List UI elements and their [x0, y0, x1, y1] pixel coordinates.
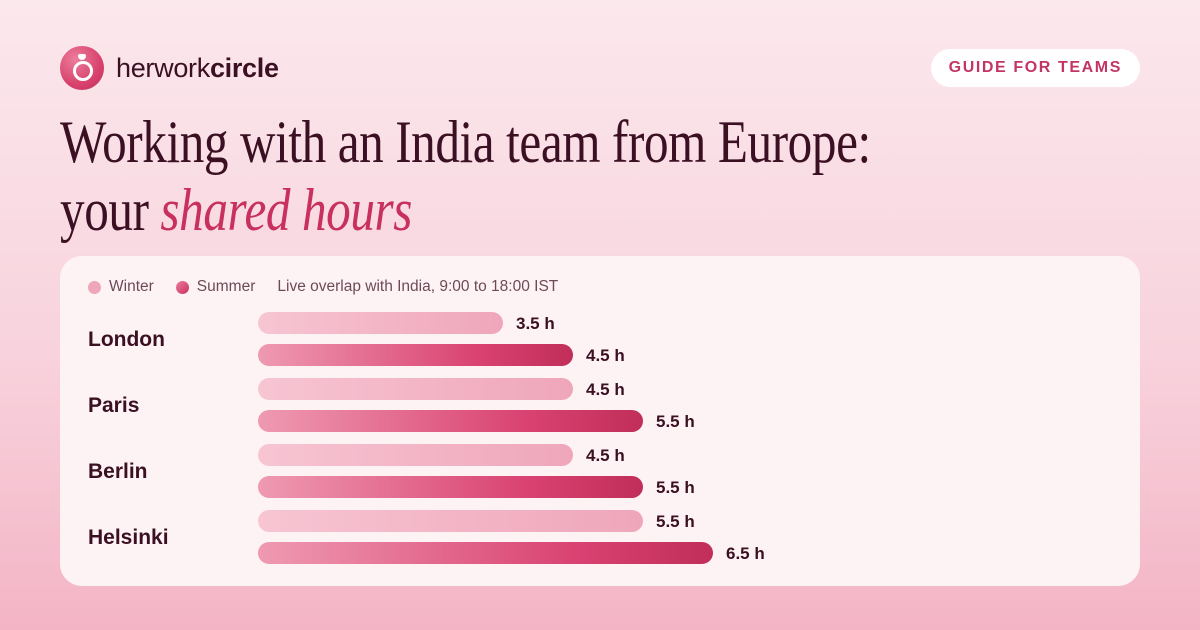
value-label-winter-helsinki: 5.5 h: [656, 512, 695, 531]
value-label-winter-london: 3.5 h: [516, 314, 555, 333]
bar-winter-helsinki: [258, 510, 643, 532]
brand: herworkcircle: [60, 46, 279, 90]
chart-legend: Winter Summer Live overlap with India, 9…: [88, 278, 580, 296]
value-label-summer-paris: 5.5 h: [656, 412, 695, 431]
value-label-summer-berlin: 5.5 h: [656, 478, 695, 497]
brand-name-bold: circle: [209, 52, 279, 83]
page-title: Working with an India team from Europe: …: [60, 108, 871, 244]
title-emphasis: shared hours: [160, 177, 413, 243]
logo-icon: [60, 46, 104, 90]
city-label-berlin: Berlin: [88, 460, 148, 483]
bar-summer-paris: [258, 410, 643, 432]
legend-item-winter: Winter: [88, 278, 154, 296]
city-label-paris: Paris: [88, 394, 139, 417]
legend-label-summer: Summer: [196, 278, 256, 295]
value-label-winter-paris: 4.5 h: [586, 380, 625, 399]
guide-badge: GUIDE FOR TEAMS: [930, 49, 1140, 87]
city-label-london: London: [88, 328, 165, 351]
bar-summer-london: [258, 344, 573, 366]
legend-item-summer: Summer: [175, 278, 256, 296]
bar-summer-berlin: [258, 476, 643, 498]
bar-winter-berlin: [258, 444, 573, 466]
value-label-summer-helsinki: 6.5 h: [726, 544, 765, 563]
legend-label-winter: Winter: [109, 278, 154, 295]
title-line-1: Working with an India team from Europe:: [60, 109, 871, 175]
overlap-bar-chart: London 3.5 h 4.5 h Paris 4.5 h 5.5 h Berlin 4.5…: [88, 312, 765, 564]
brand-name-light: herwork: [116, 52, 210, 83]
bar-summer-helsinki: [258, 542, 713, 564]
value-label-summer-london: 4.5 h: [586, 346, 625, 365]
bar-winter-london: [258, 312, 503, 334]
bar-winter-paris: [258, 378, 573, 400]
title-line-2-plain: your: [60, 177, 161, 243]
chart-card: Winter Summer Live overlap with India, 9…: [60, 256, 1140, 586]
summer-dot-icon: [175, 280, 189, 294]
winter-dot-icon: [88, 280, 101, 294]
chart-annotation: Live overlap with India, 9:00 to 18:00 I…: [277, 278, 559, 295]
city-label-helsinki: Helsinki: [88, 526, 169, 549]
value-label-winter-berlin: 4.5 h: [586, 446, 625, 465]
brand-name: herworkcircle: [116, 53, 279, 84]
